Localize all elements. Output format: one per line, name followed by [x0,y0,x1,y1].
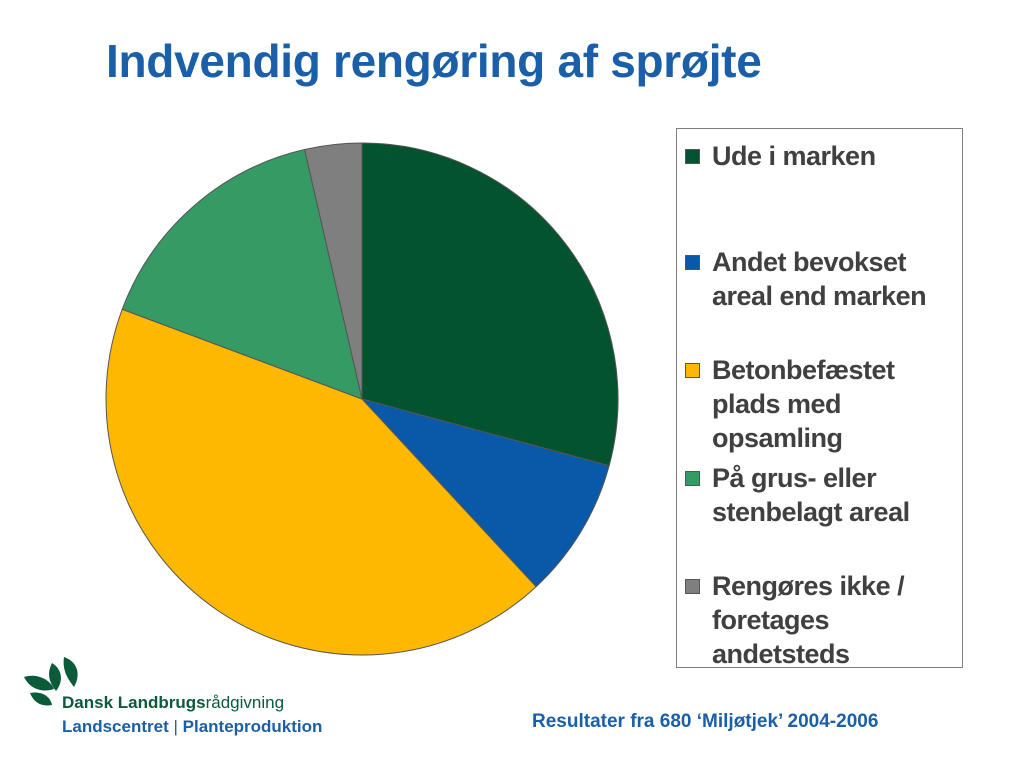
legend-swatch [685,579,700,594]
brand-separator: | [173,717,178,736]
legend-swatch [685,471,700,486]
brand-name: Dansk Landbrugsrådgivning [62,693,284,713]
legend-swatch [685,363,700,378]
brand-name-rest: rådgivning [205,693,285,712]
legend-label: På grus- eller stenbelagt areal [712,463,910,527]
slice-ude-i-marken [361,142,619,467]
chart-legend: Ude i marken Andet bevokset areal end ma… [676,128,963,671]
legend-swatch [685,149,700,164]
slice-rengoeres-ikke [303,142,363,400]
source-note: Resultater fra 680 ‘Miljøtjek’ 2004-2006 [532,711,879,732]
legend-label: Andet bevokset areal end marken [712,247,927,311]
slice-grus [121,148,363,400]
leaf-logo-icon [24,657,78,706]
legend-swatch [685,255,700,270]
legend-label: Betonbefæstet plads med opsamling [712,355,895,453]
legend-item-rengoeres-ikke: Rengøres ikke / foretages andetsteds [685,569,957,671]
pie-chart [105,142,619,656]
brand-name-bold: Dansk Landbrugs [62,693,206,712]
page-title: Indvendig rengøring af sprøjte [106,35,762,87]
legend-label: Rengøres ikke / foretages andetsteds [712,571,905,669]
slice-andet-bevokset [360,398,610,588]
slice-betonbefaestet [105,308,537,656]
legend-label: Ude i marken [712,141,876,171]
legend-item-betonbefaestet: Betonbefæstet plads med opsamling [685,353,957,455]
legend-item-grus: På grus- eller stenbelagt areal [685,461,957,529]
brand-unit-right: Planteproduktion [182,717,323,736]
brand-unit: Landscentret | Planteproduktion [62,717,322,737]
legend-item-ude-i-marken: Ude i marken [685,139,957,173]
brand-unit-left: Landscentret [62,717,169,736]
legend-item-andet-bevokset: Andet bevokset areal end marken [685,245,957,313]
